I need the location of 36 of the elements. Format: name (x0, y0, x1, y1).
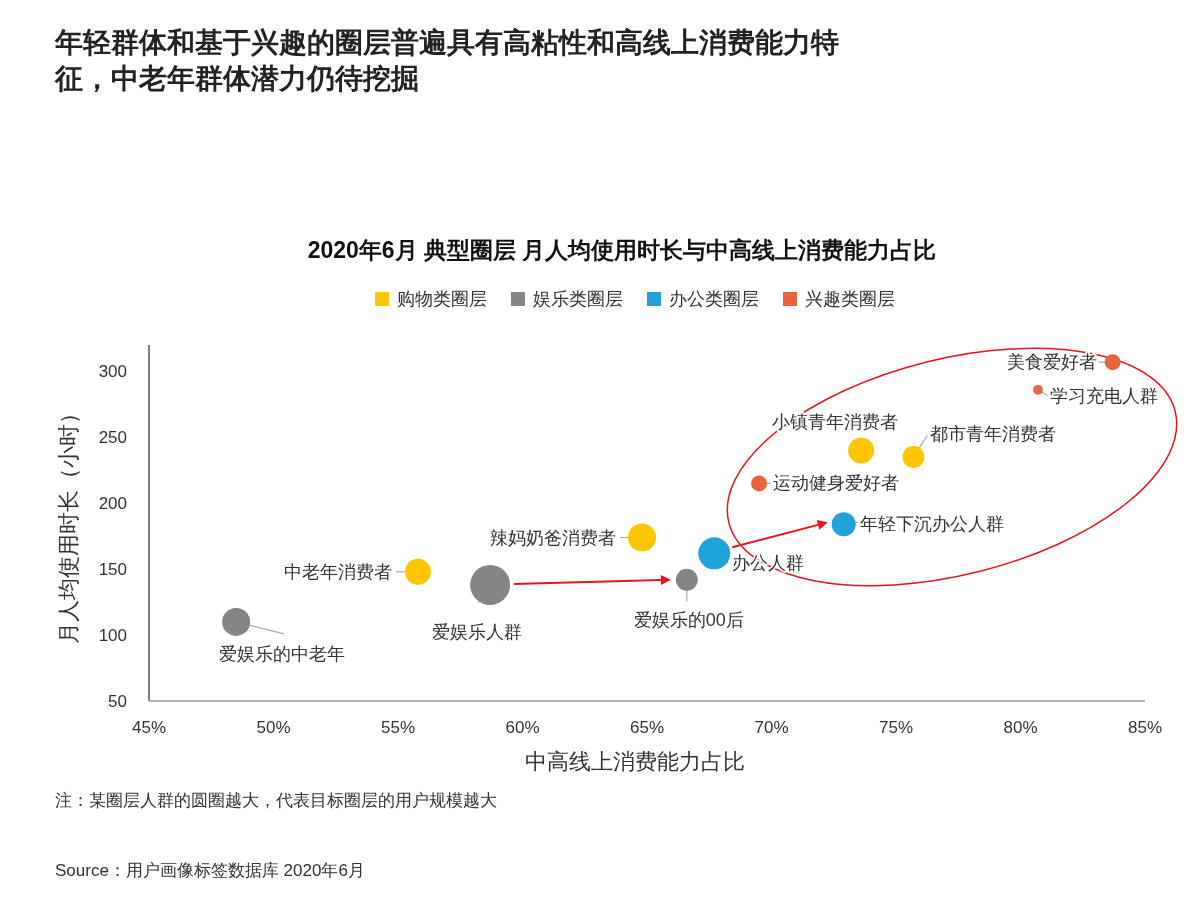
annotation: 年轻下沉办公人群 (859, 514, 1004, 535)
legend-label: 办公类圈层 (669, 289, 759, 309)
x-tick-label: 65% (629, 718, 665, 737)
annotation: 运动健身爱好者 (773, 473, 900, 494)
annotation: 学习充电人群 (1049, 385, 1158, 406)
y-tick-label: 150 (98, 560, 127, 580)
x-tick-label: 80% (1003, 718, 1038, 737)
x-axis-title: 中高线上消费能力占比 (525, 749, 745, 774)
y-axis-title: 月人均使用时长（小时） (56, 402, 81, 644)
annotation: 都市青年消费者 (930, 424, 1057, 445)
x-tick-label: 50% (256, 718, 291, 737)
legend-label: 娱乐类圈层 (533, 289, 623, 309)
annotation: 爱娱乐人群 (432, 621, 523, 642)
y-tick-label: 300 (98, 362, 127, 382)
x-tick-label: 85% (1127, 718, 1163, 737)
source-note: Source：用户画像标签数据库 2020年6月 (55, 861, 365, 880)
annotation: 美食爱好者 (1006, 352, 1097, 373)
x-tick-label: 60% (505, 718, 540, 737)
chart-title: 年轻群体和基于兴趣的圈层普遍具有高粘性和高线上消费能力特征，中老年群体潜力仍待挖掘 (54, 27, 839, 94)
x-tick-label: 75% (878, 718, 914, 737)
x-tick-label: 45% (131, 718, 167, 737)
annotation: 辣妈奶爸消费者 (490, 527, 617, 548)
text: 注：某圈层人群的圆圈越大，代表目标圈层的用户规模越大 (55, 791, 497, 810)
y-tick-label: 250 (98, 428, 127, 448)
y-tick-label: 200 (98, 494, 127, 514)
x-tick-label: 70% (754, 718, 789, 737)
chart-subtitle: 2020年6月 典型圈层 月人均使用时长与中高线上消费能力占比 (307, 237, 937, 263)
y-tick-label: 50 (108, 692, 127, 711)
annotation: 爱娱乐的中老年 (219, 643, 346, 664)
annotation: 小镇青年消费者 (772, 412, 899, 433)
y-tick-label: 100 (98, 626, 127, 646)
annotation: 中老年消费者 (283, 561, 392, 582)
legend-label: 购物类圈层 (397, 289, 487, 309)
annotation: 爱娱乐的00后 (633, 609, 744, 630)
legend-label: 兴趣类圈层 (805, 289, 895, 309)
x-tick-label: 55% (380, 718, 416, 737)
